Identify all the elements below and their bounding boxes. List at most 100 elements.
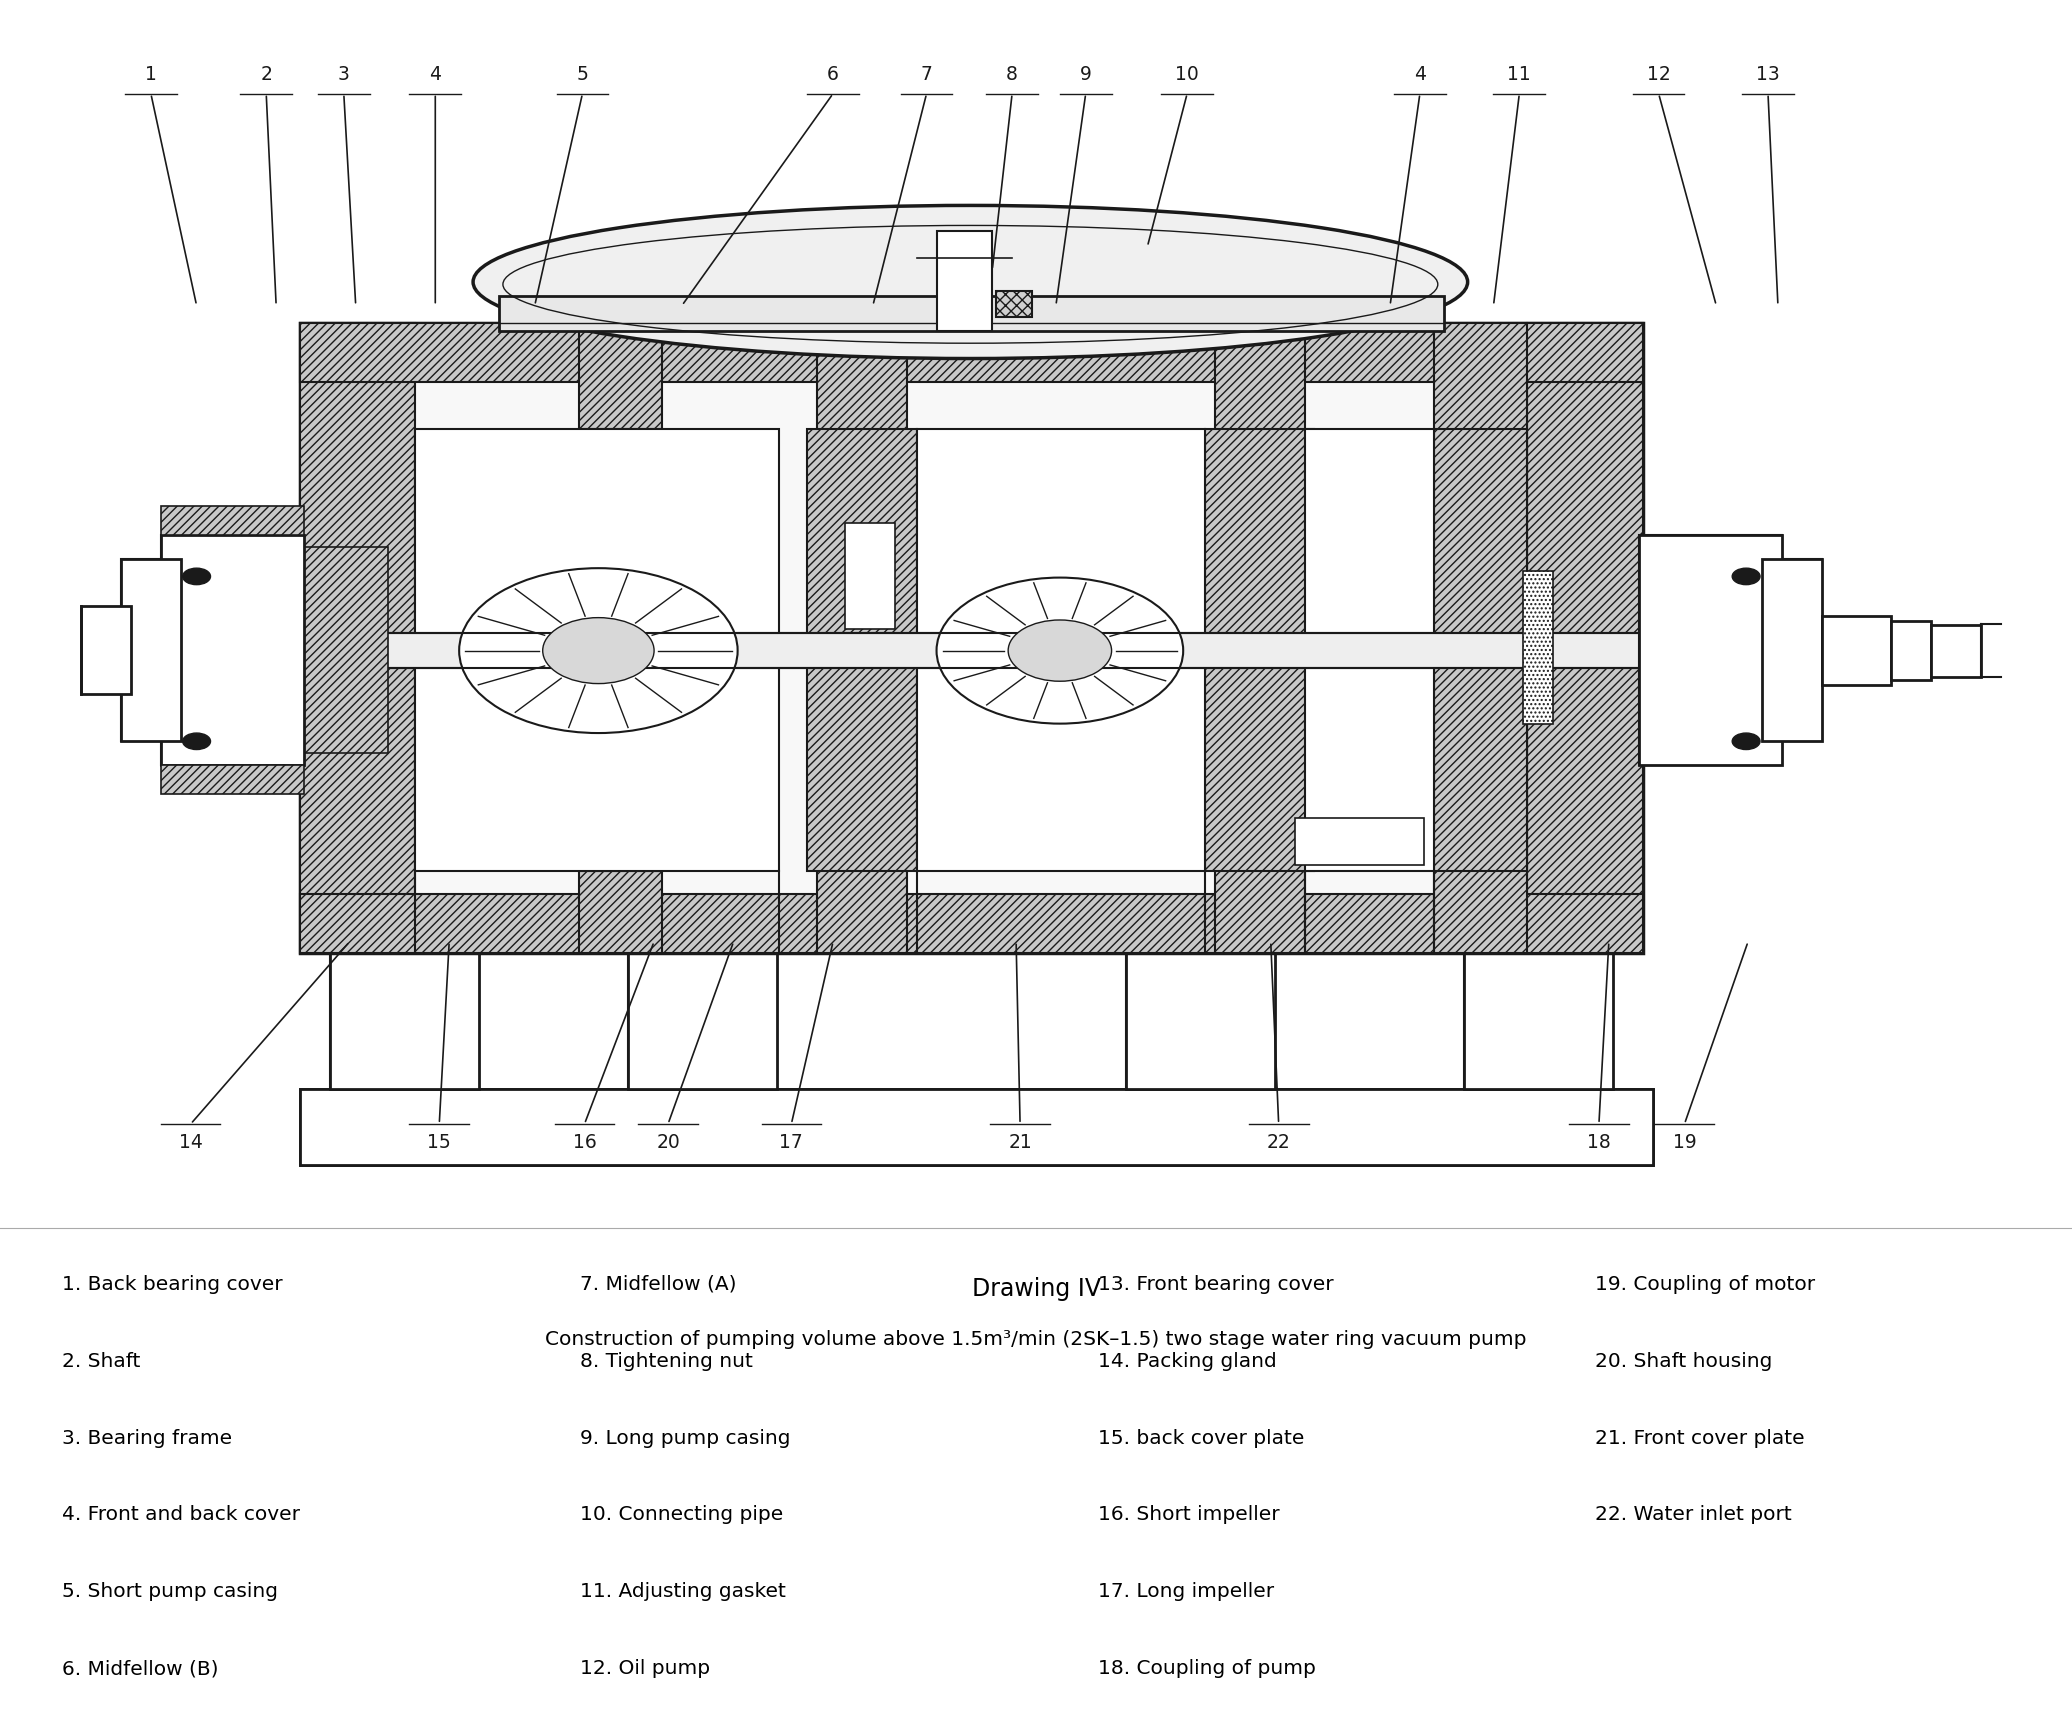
Circle shape [543,618,655,684]
Text: 14: 14 [178,1133,203,1152]
Text: 18. Coupling of pump: 18. Coupling of pump [1098,1659,1316,1678]
Text: 2: 2 [261,66,271,85]
Bar [1821,617,1892,684]
Bar [1931,625,1981,677]
Text: 11: 11 [1508,66,1531,85]
Bar [1892,622,1931,681]
Text: 16: 16 [572,1133,597,1152]
Text: 3. Bearing frame: 3. Bearing frame [62,1429,232,1448]
Text: 4. Front and back cover: 4. Front and back cover [62,1505,300,1524]
Text: 21. Front cover plate: 21. Front cover plate [1595,1429,1805,1448]
Bar [916,430,1206,871]
Text: 4: 4 [1413,66,1426,85]
Bar [1295,818,1423,864]
Bar [1639,535,1782,766]
Bar [300,1089,1653,1166]
Bar [1527,324,1643,953]
Text: 1: 1 [145,66,157,85]
Bar [300,324,414,953]
Bar [1463,953,1612,1089]
Circle shape [1732,733,1759,750]
Circle shape [1732,568,1759,585]
Bar [1761,559,1821,741]
Text: 2. Shaft: 2. Shaft [62,1351,141,1370]
Text: 13: 13 [1757,66,1780,85]
Text: 15: 15 [427,1133,452,1152]
Text: 7. Midfellow (A): 7. Midfellow (A) [580,1275,738,1294]
Circle shape [1009,620,1111,681]
Text: 15. back cover plate: 15. back cover plate [1098,1429,1305,1448]
Text: 17: 17 [779,1133,804,1152]
Circle shape [937,577,1183,724]
Bar [578,324,663,953]
Bar [1125,953,1274,1089]
Bar [120,559,180,741]
Bar [300,1089,1653,1166]
Bar [1214,324,1305,953]
Text: 21: 21 [1009,1133,1032,1152]
Text: 16. Short impeller: 16. Short impeller [1098,1505,1280,1524]
Text: 10: 10 [1175,66,1200,85]
Bar [997,291,1032,317]
Text: 11. Adjusting gasket: 11. Adjusting gasket [580,1583,785,1602]
Text: 9: 9 [1080,66,1092,85]
Text: 12: 12 [1647,66,1670,85]
Text: 8. Tightening nut: 8. Tightening nut [580,1351,752,1370]
Text: 22: 22 [1266,1133,1291,1152]
Bar [81,606,131,695]
Bar [816,324,908,953]
Bar [300,324,1643,953]
Circle shape [182,733,211,750]
Bar [305,547,387,753]
Bar [808,430,916,871]
Bar [1206,430,1314,871]
Bar [414,430,779,871]
Bar [628,953,777,1089]
Circle shape [182,568,211,585]
Text: 17. Long impeller: 17. Long impeller [1098,1583,1274,1602]
Text: 10. Connecting pipe: 10. Connecting pipe [580,1505,783,1524]
Text: Construction of pumping volume above 1.5m³/min (2SK–1.5) two stage water ring va: Construction of pumping volume above 1.5… [545,1330,1527,1349]
Text: 14. Packing gland: 14. Packing gland [1098,1351,1276,1370]
Text: 20: 20 [657,1133,680,1152]
Text: 20. Shaft housing: 20. Shaft housing [1595,1351,1774,1370]
Bar [1434,324,1527,953]
Bar [1305,430,1434,871]
Bar [120,559,180,741]
Bar [162,535,305,766]
Bar [1639,535,1782,766]
Text: 3: 3 [338,66,350,85]
Bar [1434,430,1527,871]
Bar [499,296,1444,331]
Bar [162,766,305,795]
Bar [628,953,777,1089]
Ellipse shape [472,206,1467,359]
Bar [329,953,479,1089]
Text: 1. Back bearing cover: 1. Back bearing cover [62,1275,282,1294]
Bar [1761,559,1821,741]
Circle shape [460,568,738,733]
Bar [845,523,895,629]
Bar [162,535,305,766]
Text: 19. Coupling of motor: 19. Coupling of motor [1595,1275,1815,1294]
Bar [300,324,1643,383]
Text: 5. Short pump casing: 5. Short pump casing [62,1583,278,1602]
Text: 13. Front bearing cover: 13. Front bearing cover [1098,1275,1334,1294]
Bar [1523,570,1554,724]
Text: 12. Oil pump: 12. Oil pump [580,1659,711,1678]
Bar [1463,953,1612,1089]
Text: 6. Midfellow (B): 6. Midfellow (B) [62,1659,220,1678]
Text: 19: 19 [1672,1133,1697,1152]
Bar [329,953,479,1089]
Bar [578,430,663,871]
Bar [131,632,1871,669]
Text: 22. Water inlet port: 22. Water inlet port [1595,1505,1792,1524]
Text: 9. Long pump casing: 9. Long pump casing [580,1429,792,1448]
Text: 4: 4 [429,66,441,85]
Text: 8: 8 [1007,66,1017,85]
Text: 5: 5 [576,66,588,85]
Bar [162,506,305,535]
Text: Drawing IV: Drawing IV [972,1276,1100,1301]
Text: 7: 7 [920,66,932,85]
Bar [300,894,1643,953]
